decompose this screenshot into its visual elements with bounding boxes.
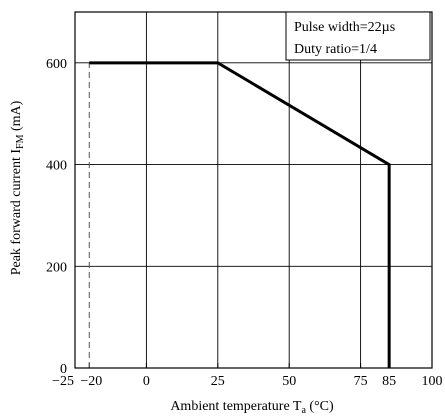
x-axis-label-main: Ambient temperature T (170, 399, 302, 414)
grid-lines (75, 12, 432, 368)
y-tick-label: 400 (46, 159, 67, 174)
x-tick-label: 0 (143, 374, 150, 389)
x-tick-label: 25 (211, 374, 225, 389)
x-tick-label: 75 (354, 374, 368, 389)
x-tick-label: 50 (282, 374, 296, 389)
y-tick-label: 200 (46, 260, 67, 275)
series-line (89, 61, 391, 368)
annotation-duty-ratio: Duty ratio=1/4 (294, 42, 377, 57)
annotation-pulse-width: Pulse width=22µs (294, 20, 395, 35)
tick-labels: −25 −20 0 25 50 75 85 100 0 200 400 600 (46, 57, 443, 389)
plot-frame (74, 11, 433, 369)
series-layer (88, 61, 391, 368)
x-tick-label: −20 (80, 374, 102, 389)
y-tick-label: 0 (60, 362, 67, 377)
x-tick-label: 85 (382, 374, 396, 389)
y-axis-label-unit: (mA) (9, 100, 24, 134)
annotation-box (285, 11, 431, 61)
x-tick-label: 100 (422, 374, 443, 389)
x-tick-label: −25 (52, 374, 74, 389)
x-axis-label: Ambient temperature Ta (°C) (170, 399, 334, 416)
y-tick-label: 600 (46, 57, 67, 72)
y-axis-label: Peak forward current IFM (mA) (9, 100, 26, 275)
legend-box: Pulse width=22µs Duty ratio=1/4 (285, 11, 431, 61)
y-axis-label-main: Peak forward current I (9, 149, 24, 276)
x-axis-label-unit: (°C) (306, 399, 334, 414)
y-axis-label-subscript: FM (15, 134, 26, 149)
x-axis-label-subscript: a (301, 405, 306, 416)
